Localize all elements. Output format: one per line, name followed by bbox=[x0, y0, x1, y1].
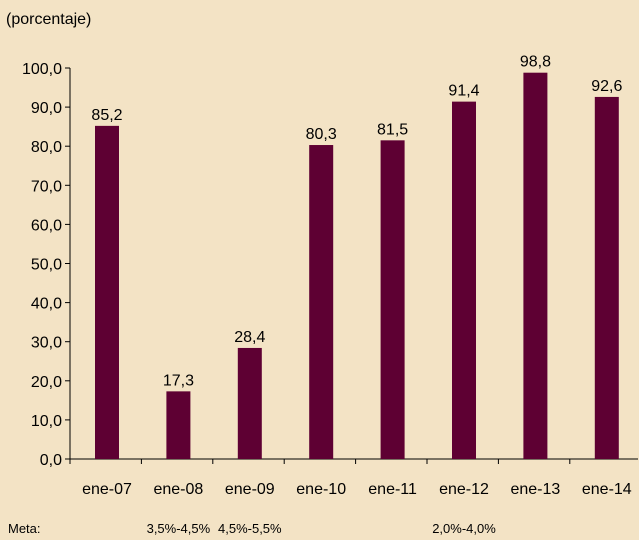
x-tick-label: ene-10 bbox=[296, 481, 346, 498]
y-tick-label: 40,0 bbox=[31, 296, 62, 313]
data-label: 85,2 bbox=[91, 107, 122, 124]
y-tick-label: 90,0 bbox=[31, 100, 62, 117]
y-axis: 0,0 10,0 20,0 30,0 40,0 50,0 60,0 70,0 80,0 90,0 1… bbox=[22, 61, 70, 469]
x-tick-label: ene-14 bbox=[582, 481, 632, 498]
x-tick-label: ene-11 bbox=[368, 481, 417, 498]
y-tick-label: 30,0 bbox=[31, 335, 62, 352]
meta-label: Meta: bbox=[8, 521, 41, 536]
x-tick-label: ene-12 bbox=[439, 481, 489, 498]
data-label: 28,4 bbox=[234, 329, 265, 346]
bar-ene-10 bbox=[309, 145, 333, 459]
y-tick-label: 60,0 bbox=[31, 217, 62, 234]
bar-ene-14 bbox=[595, 97, 619, 459]
y-tick-label: 20,0 bbox=[31, 374, 62, 391]
y-tick-label: 50,0 bbox=[31, 257, 62, 274]
data-label: 17,3 bbox=[163, 372, 194, 389]
bar-ene-07 bbox=[95, 126, 119, 459]
data-label: 98,8 bbox=[520, 54, 551, 71]
bar-ene-11 bbox=[381, 140, 405, 459]
unit-label: (porcentaje) bbox=[6, 11, 91, 28]
data-label: 81,5 bbox=[377, 121, 408, 138]
y-tick-label: 10,0 bbox=[31, 413, 62, 430]
y-tick-label: 80,0 bbox=[31, 139, 62, 156]
y-tick-label: 0,0 bbox=[40, 452, 62, 469]
bar-ene-09 bbox=[238, 348, 262, 459]
bar-ene-08 bbox=[166, 391, 190, 459]
x-tick-label: ene-07 bbox=[82, 481, 132, 498]
data-label: 91,4 bbox=[448, 83, 479, 100]
meta-target-ene-09: 4,5%-5,5% bbox=[218, 521, 282, 536]
data-label: 92,6 bbox=[591, 78, 622, 95]
meta-target-ene-12: 2,0%-4,0% bbox=[432, 521, 496, 536]
data-label: 80,3 bbox=[306, 126, 337, 143]
x-tick-label: ene-13 bbox=[510, 481, 560, 498]
x-axis: ene-07 ene-08 ene-09 ene-10 ene-11 ene-12 ene-… bbox=[70, 459, 638, 498]
y-tick-label: 70,0 bbox=[31, 178, 62, 195]
x-tick-label: ene-08 bbox=[153, 481, 203, 498]
meta-target-ene-08: 3,5%-4,5% bbox=[147, 521, 211, 536]
y-tick-label: 100,0 bbox=[22, 61, 62, 78]
meta-row: Meta: 3,5%-4,5% 4,5%-5,5% 2,0%-4,0% bbox=[8, 521, 496, 536]
bars bbox=[95, 73, 619, 459]
bar-ene-13 bbox=[523, 73, 547, 459]
x-tick-label: ene-09 bbox=[225, 481, 275, 498]
bar-ene-12 bbox=[452, 102, 476, 459]
